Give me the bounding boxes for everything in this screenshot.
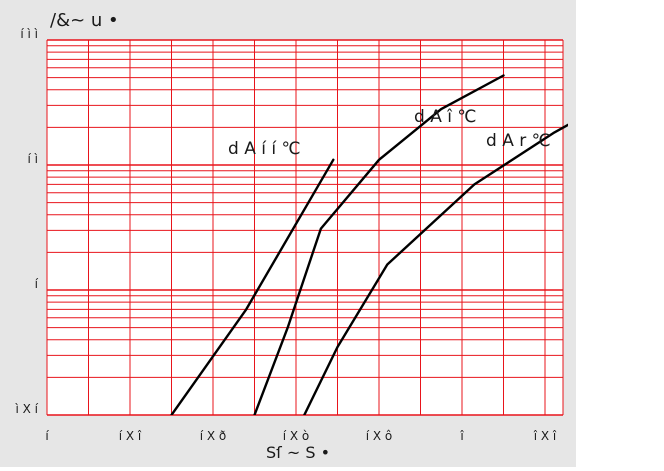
series-line-1: [170, 158, 335, 415]
x-tick-label-0: í: [45, 429, 49, 443]
label-layer: /&~ u • Sſ ~ S • d A í í ℃ d A î ℃ d A r…: [50, 10, 551, 462]
x-tick-label-4: í X ô: [366, 429, 393, 443]
x-tick-label-6: î X î: [533, 429, 557, 443]
y-tick-label-3: ì X í: [14, 402, 38, 416]
x-tick-label-3: í X ò: [283, 429, 310, 443]
series-label-1: d A í í ℃: [228, 139, 301, 159]
series-line-3: [303, 123, 568, 415]
series-line-2: [253, 74, 505, 415]
tick-layer: í í X î í X ð í X ò í X ô î î X î í ì ì í ì í ì X …: [14, 27, 556, 443]
x-tick-label-1: í X î: [119, 429, 142, 443]
y-tick-label-2: í: [35, 277, 39, 291]
series-layer: [170, 74, 568, 415]
y-axis-label: /&~ u •: [50, 10, 119, 31]
y-tick-label-1: í ì: [28, 152, 38, 166]
x-axis-label: Sſ ~ S •: [266, 443, 330, 462]
x-tick-label-5: î: [459, 429, 464, 443]
plot-area: [47, 40, 563, 415]
series-label-3: d A r ℃: [486, 131, 551, 151]
series-label-2: d A î ℃: [414, 107, 476, 127]
y-tick-label-0: í ì ì: [20, 27, 38, 41]
x-tick-label-2: í X ð: [200, 429, 227, 443]
